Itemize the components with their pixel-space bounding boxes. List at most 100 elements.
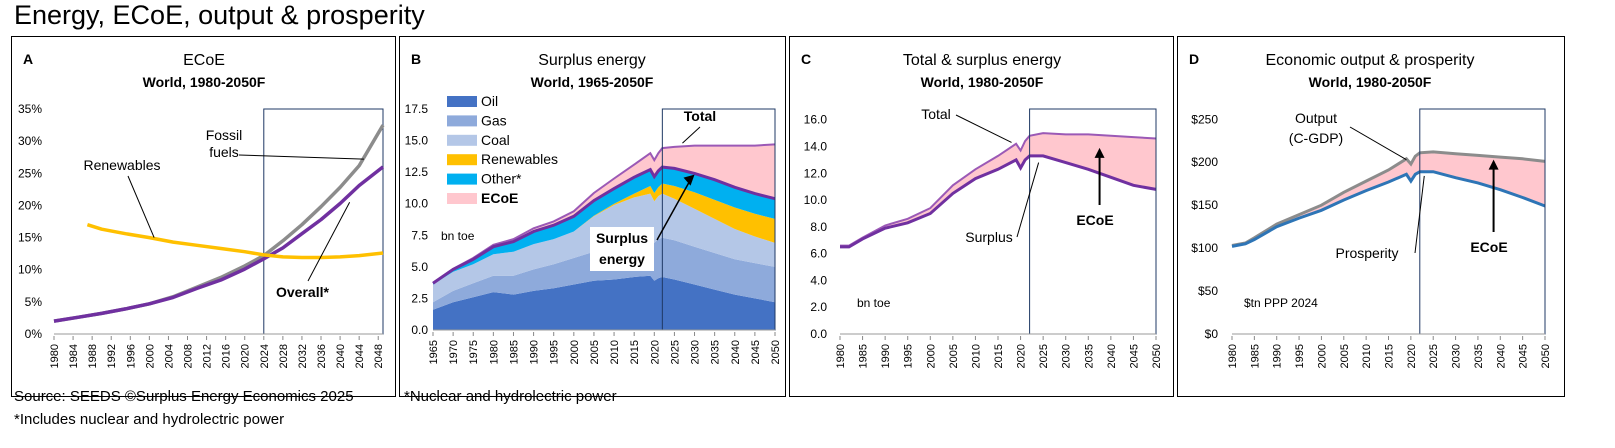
x-tick-label: 1985 <box>858 344 870 368</box>
arrow-surplus-energy <box>656 179 692 241</box>
arrow-head-ecoe <box>1488 159 1499 170</box>
legend-label: ECoE <box>481 190 518 206</box>
y-tick-label: 12.0 <box>804 166 828 180</box>
page-title: Energy, ECoE, output & prosperity <box>14 0 425 30</box>
x-tick-label: 1990 <box>1272 344 1284 368</box>
chart-b: B Surplus energy World, 1965-2050F 0.0 2.5 5.… <box>405 51 782 364</box>
x-tick-label: 2032 <box>297 344 309 368</box>
x-tick-label: 2050 <box>1151 344 1163 368</box>
area-ecoe <box>433 144 775 284</box>
x-tick-label: 2035 <box>1473 344 1485 368</box>
x-tick-label: 2036 <box>316 344 328 368</box>
series-line-output <box>1231 150 1546 247</box>
x-tick-label: 2000 <box>144 344 156 368</box>
panel-letter: D <box>1189 51 1199 67</box>
area-oil <box>433 275 775 330</box>
x-tick-label: 2040 <box>335 344 347 368</box>
y-tick-label: 5% <box>25 295 43 309</box>
x-tick-label: 1980 <box>835 344 847 368</box>
panel-letter: A <box>23 51 33 67</box>
label-renewables: Renewables <box>83 157 160 173</box>
y-axis-unit: bn toe <box>857 296 891 310</box>
leader-overall <box>307 201 351 282</box>
x-tick-label: 2020 <box>1406 344 1418 368</box>
panel-letter: B <box>411 51 421 67</box>
y-tick-label: 10% <box>18 263 42 277</box>
y-tick-label: 10.0 <box>804 193 828 207</box>
chart-subtitle: World, 1965-2050F <box>531 74 654 90</box>
series-line-surplus <box>840 154 1157 249</box>
leader-total <box>955 114 1012 143</box>
legend-label: Renewables <box>481 151 558 167</box>
chart-title: Economic output & prosperity <box>1266 52 1475 69</box>
y-tick-label: $0 <box>1205 327 1219 341</box>
chart-d: D Economic output & prosperity World, 1980… <box>1189 51 1552 368</box>
x-tick-label: 1985 <box>508 340 520 364</box>
x-tick-label: 2015 <box>1384 344 1396 368</box>
x-tick-label: 2005 <box>948 344 960 368</box>
label-total: Total <box>684 108 716 124</box>
leader-total <box>682 126 701 144</box>
y-axis-unit: bn toe <box>441 229 475 243</box>
y-axis-unit: $tn PPP 2024 <box>1244 296 1318 310</box>
forecast-box <box>1419 108 1546 335</box>
x-tick-label: 2030 <box>1061 344 1073 368</box>
x-tick-label: 2015 <box>629 340 641 364</box>
legend-swatch <box>447 154 477 166</box>
x-tick-label: 2045 <box>1128 344 1140 368</box>
x-tick-label: 1992 <box>106 344 118 368</box>
y-tick-label: 15% <box>18 231 42 245</box>
chart-title: ECoE <box>183 52 225 69</box>
y-tick-label: 7.5 <box>411 228 428 242</box>
y-tick-label: 2.0 <box>810 300 827 314</box>
y-tick-label: 14.0 <box>804 140 828 154</box>
chart-panel-d: D Economic output & prosperity World, 1980… <box>1177 36 1565 397</box>
x-tick-label: 2000 <box>925 344 937 368</box>
x-tick-label: 1988 <box>87 344 99 368</box>
chart-title: Surplus energy <box>538 52 646 69</box>
chart-panel-c: C Total & surplus energy World, 1980-2050F… <box>789 36 1174 397</box>
x-tick-label: 2035 <box>710 340 722 364</box>
x-tick-label: 1995 <box>903 344 915 368</box>
x-tick-label: 2010 <box>1361 344 1373 368</box>
x-tick-label: 2024 <box>259 344 271 368</box>
x-tick-label: 2030 <box>1451 344 1463 368</box>
leader-fossil <box>238 154 364 160</box>
x-tick-label: 2020 <box>1016 344 1028 368</box>
x-tick-label: 2040 <box>730 340 742 364</box>
x-tick-label: 2045 <box>750 340 762 364</box>
series-line-total <box>840 132 1157 247</box>
legend-swatch <box>447 173 477 185</box>
y-tick-label: $150 <box>1191 198 1218 212</box>
legend-swatch <box>447 96 477 107</box>
y-tick-label: 8.0 <box>810 220 827 234</box>
chart-a: A ECoE World, 1980-2050F 0% 5% 10% 15% 20% 25% 30… <box>18 51 385 368</box>
label-bg-surplus <box>590 227 654 271</box>
y-tick-label: 6.0 <box>810 247 827 261</box>
x-tick-label: 2025 <box>1428 344 1440 368</box>
x-tick-label: 2020 <box>240 344 252 368</box>
x-tick-label: 1990 <box>880 344 892 368</box>
source-note: Source: SEEDS ©Surplus Energy Economics … <box>14 388 354 405</box>
label-total: Total <box>921 106 951 122</box>
y-tick-label: 20% <box>18 198 42 212</box>
y-tick-label: 0.0 <box>411 323 428 337</box>
y-tick-label: $250 <box>1191 112 1218 126</box>
x-tick-label: 1980 <box>49 344 61 368</box>
x-tick-label: 1995 <box>549 340 561 364</box>
x-tick-label: 1975 <box>468 340 480 364</box>
label-prosperity: Prosperity <box>1335 245 1398 261</box>
y-tick-label: $100 <box>1191 241 1218 255</box>
chart-subtitle: World, 1980-2050F <box>143 74 266 90</box>
x-tick-label: 1980 <box>1227 344 1239 368</box>
y-tick-label: 15.0 <box>405 134 429 148</box>
label-ecoe: ECoE <box>1076 212 1113 228</box>
series-line-surplus-energy <box>432 165 776 285</box>
x-tick-label: 2020 <box>649 340 661 364</box>
x-tick-label: 1980 <box>488 340 500 364</box>
x-tick-label: 2040 <box>1495 344 1507 368</box>
footnote-nuclear-a: *Includes nuclear and hydrolectric power <box>14 411 285 428</box>
chart-panel-b: B Surplus energy World, 1965-2050F 0.0 2.5 5.… <box>399 36 786 397</box>
x-tick-label: 2048 <box>373 344 385 368</box>
x-tick-label: 2000 <box>569 340 581 364</box>
